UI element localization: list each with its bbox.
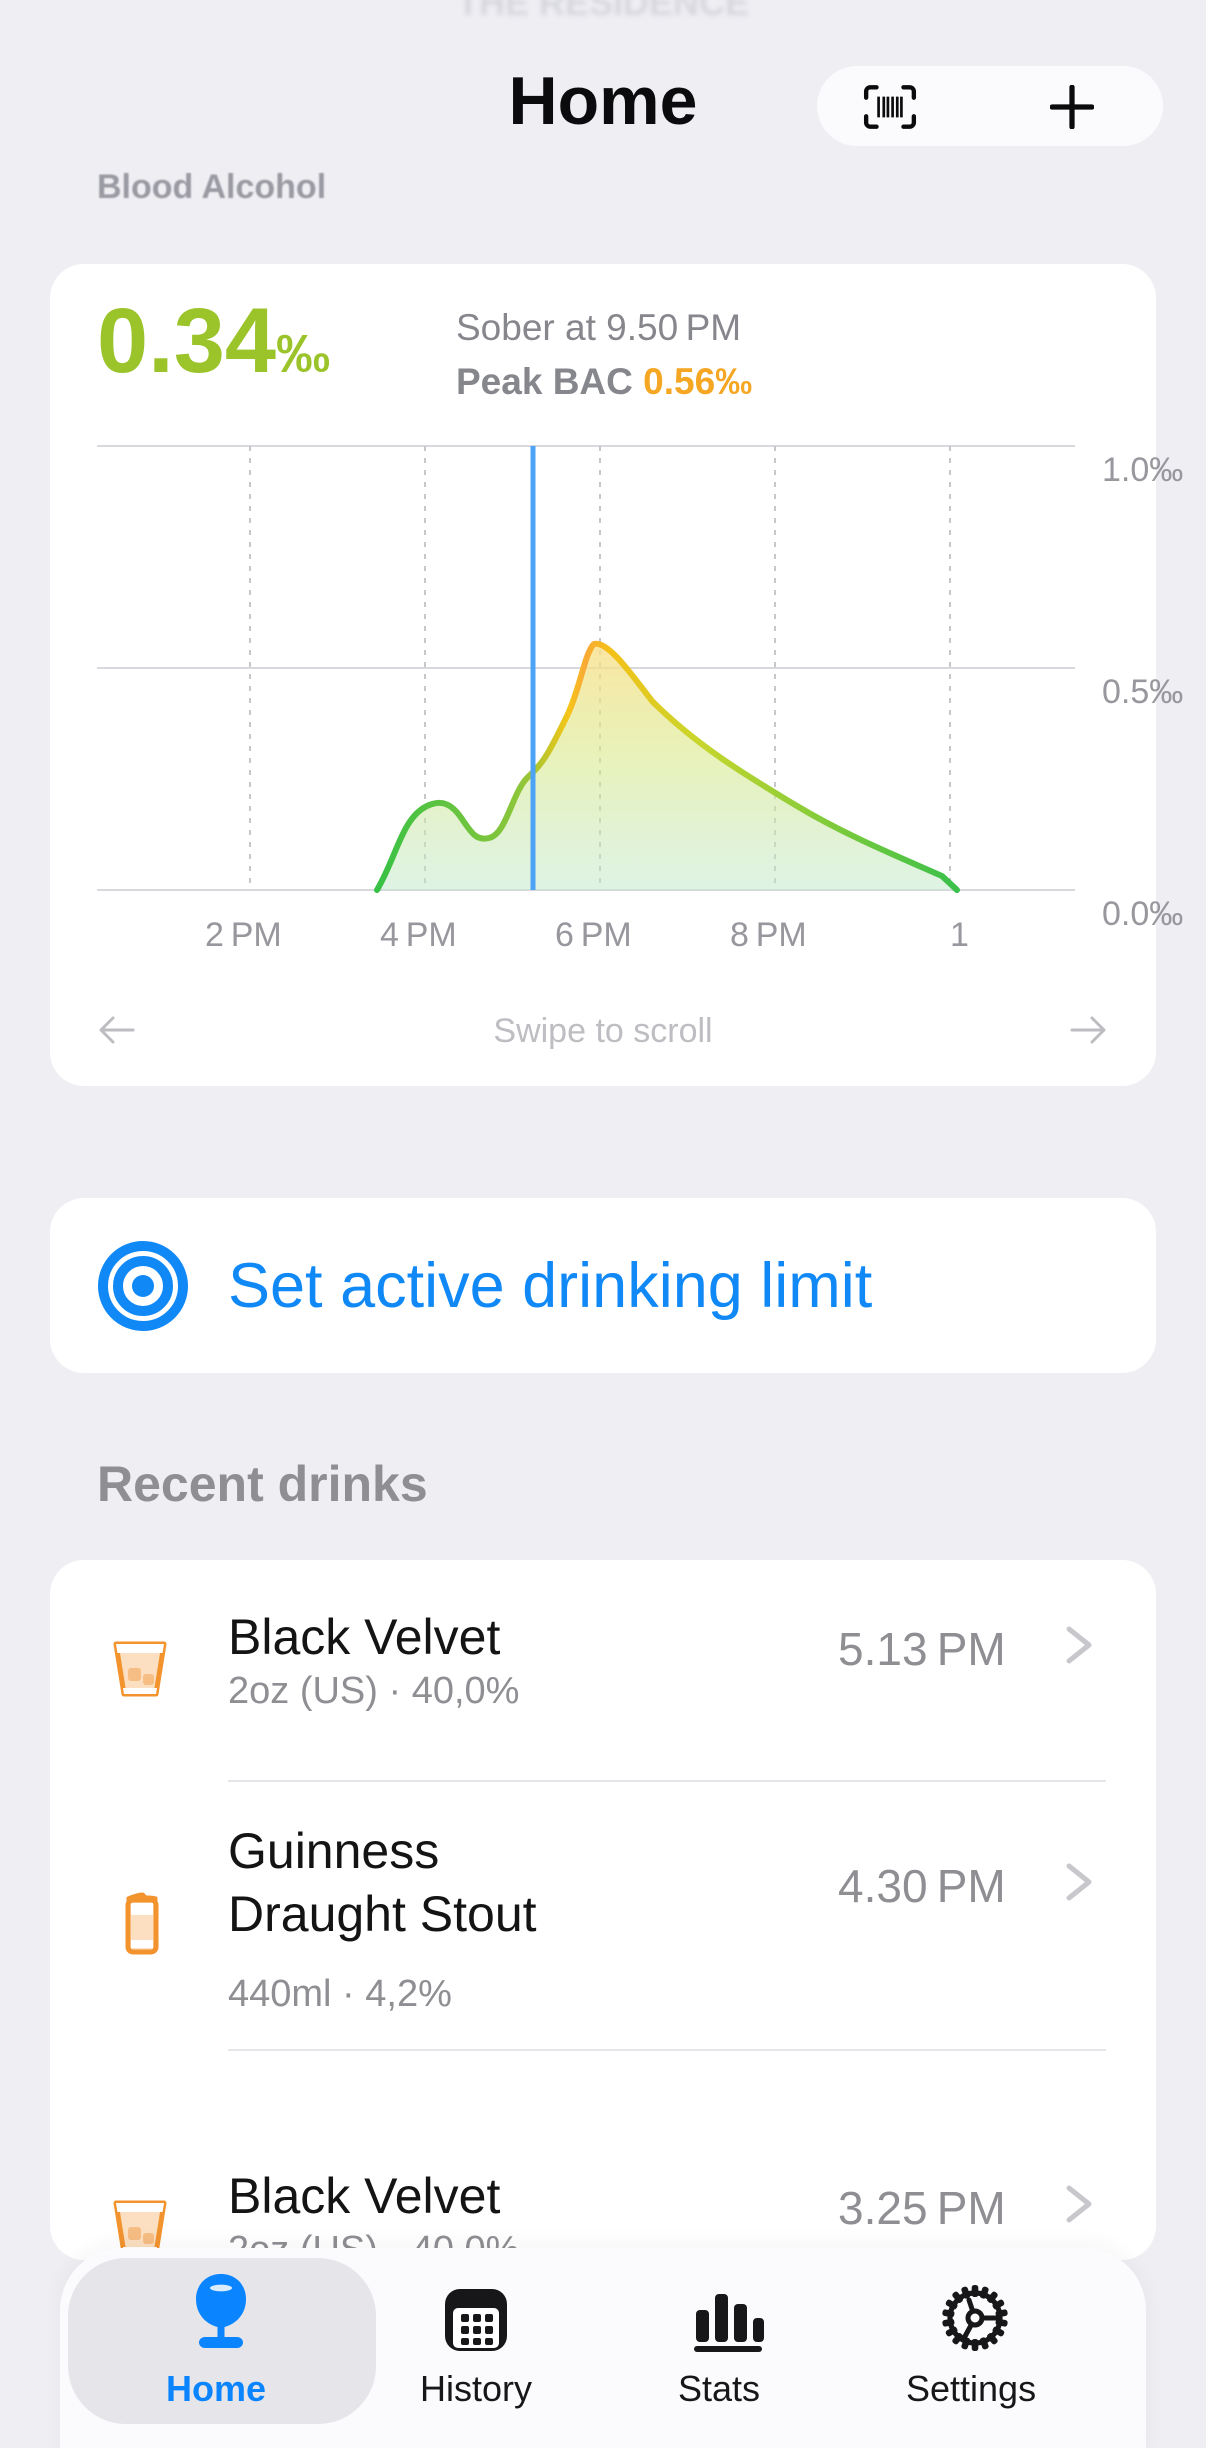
svg-text:0.5‰: 0.5‰ — [1102, 673, 1183, 711]
svg-text:2 PM: 2 PM — [205, 916, 282, 954]
svg-text:1.0‰: 1.0‰ — [1102, 451, 1183, 489]
svg-text:8 PM: 8 PM — [730, 916, 807, 954]
svg-text:0.0‰: 0.0‰ — [1102, 895, 1183, 933]
svg-text:4 PM: 4 PM — [380, 916, 457, 954]
svg-text:6 PM: 6 PM — [555, 916, 632, 954]
svg-text:1: 1 — [950, 916, 969, 954]
